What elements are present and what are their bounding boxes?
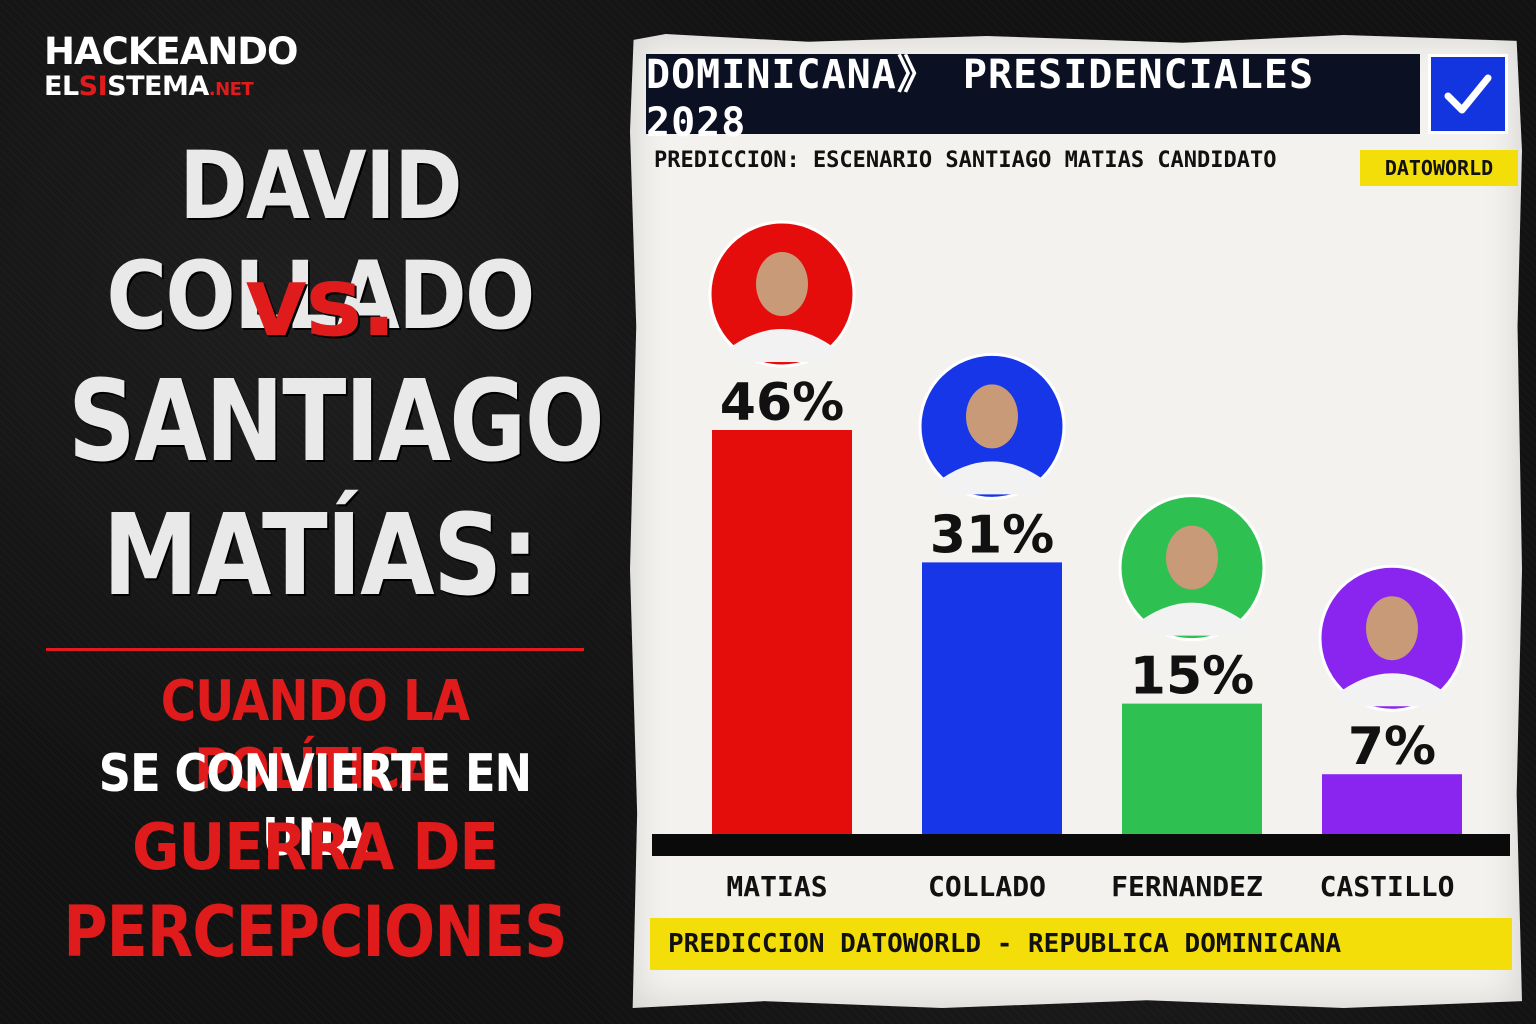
logo-bottom-d: .NET [208,79,254,100]
headline-line-4: MATÍAS: [102,491,540,621]
bar-matias [712,430,852,836]
subheadline-line-4: PERCEPCIONES [63,891,567,973]
logo-bottom-text: ELSISTEMA.NET [44,72,297,105]
bar-collado [922,562,1062,836]
bar-castillo [1322,774,1462,836]
subheadline-line-2: SE CONVIERTE EN UNA [98,744,532,868]
value-label-matias: 46% [720,373,844,433]
checkmark-icon [1428,54,1508,134]
logo-bottom-c: STEMA [107,71,209,102]
bar-fernandez [1122,703,1262,836]
headline-line-2: vs. [244,246,397,358]
chart-subtitle: PREDICCION: ESCENARIO SANTIAGO MATIAS CA… [654,148,1277,173]
site-logo: HACKEANDO ELSISTEMA.NET [44,30,298,105]
avatar-shirt-collado [934,461,1050,495]
avatar-face-fernandez [1166,525,1218,590]
x-axis-baseline [652,834,1510,856]
logo-bottom-b: SI [78,71,108,102]
avatar-shirt-castillo [1334,673,1450,707]
subheadline-line-3: GUERRA DE [132,811,499,885]
avatar-shirt-fernandez [1134,602,1250,636]
category-label-collado: COLLADO [928,870,1046,903]
category-label-castillo: CASTILLO [1320,870,1455,903]
chart-title-bar: DOMINICANA》 PRESIDENCIALES 2028 [646,52,1420,146]
avatar-face-collado [966,384,1018,449]
divider-rule [46,648,584,651]
category-label-matias: MATIAS [726,870,827,903]
category-label-fernandez: FERNANDEZ [1111,870,1263,903]
avatar-face-matias [756,252,808,316]
value-label-fernandez: 15% [1130,647,1254,707]
chart-footer: PREDICCION DATOWORLD - REPUBLICA DOMINIC… [650,918,1512,970]
headline-line-1: DAVID COLLADO [106,132,535,351]
source-badge: DATOWORLD [1360,150,1518,186]
value-label-castillo: 7% [1348,717,1436,777]
headline-line-3: SANTIAGO [68,357,605,487]
value-label-collado: 31% [930,505,1054,565]
logo-top-text: HACKEANDO [44,30,298,73]
subheadline-line-1: CUANDO LA POLÍTICA [160,669,470,802]
logo-bottom-a: EL [44,71,79,102]
avatar-face-castillo [1366,596,1418,661]
avatar-shirt-matias [724,329,840,362]
